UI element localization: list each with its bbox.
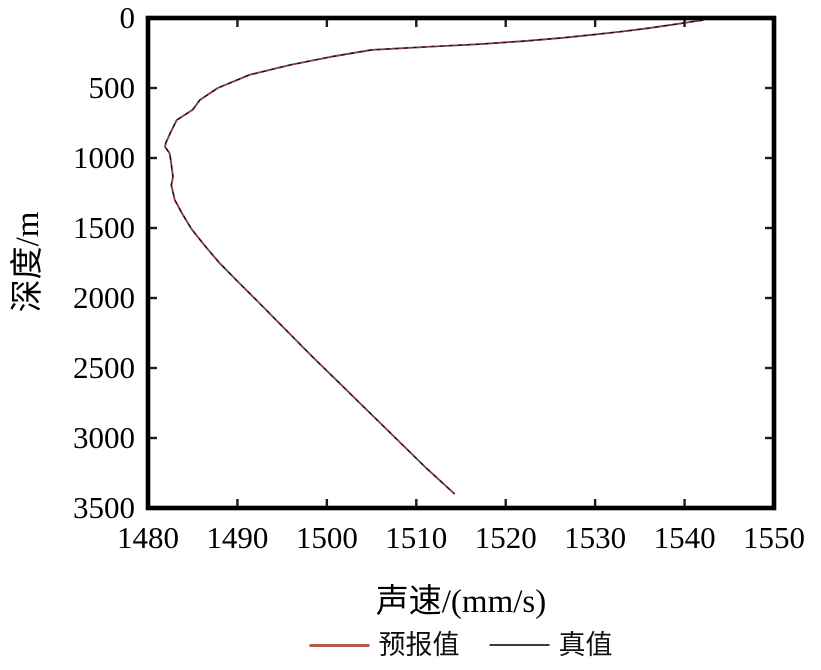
y-tick-label: 2500: [73, 350, 135, 385]
x-tick-label: 1500: [295, 520, 358, 555]
x-tick-label: 1540: [653, 520, 716, 555]
x-tick-label: 1550: [743, 520, 805, 555]
y-tick-label: 1500: [73, 210, 135, 245]
legend-item-predicted: 预报值: [309, 630, 460, 660]
series-line-predicted: [164, 17, 709, 495]
x-tick-label: 1530: [564, 520, 627, 555]
x-tick-label: 1480: [117, 520, 179, 555]
legend: 预报值 真值: [309, 630, 613, 660]
plot-border: [145, 15, 777, 511]
y-tick-label: 2000: [73, 280, 135, 315]
y-tick-label: 3000: [73, 420, 135, 455]
legend-label-true: 真值: [558, 630, 613, 660]
legend-label-predicted: 预报值: [378, 630, 460, 660]
predicted-line-swatch: [309, 643, 370, 647]
series-line-true: [164, 17, 709, 495]
x-tick-label: 1510: [385, 520, 448, 555]
x-tick-label: 1520: [474, 520, 537, 555]
y-tick-label: 0: [119, 0, 136, 35]
x-tick-label: 1490: [206, 520, 269, 555]
y-tick-label: 500: [88, 70, 136, 105]
y-axis-title: 深度/m: [10, 211, 46, 313]
y-tick-label: 3500: [73, 490, 135, 525]
true-line-swatch: [489, 644, 550, 646]
legend-item-true: 真值: [489, 630, 613, 660]
x-axis-title: 声速/(mm/s): [375, 584, 547, 620]
y-tick-label: 1000: [73, 140, 135, 175]
